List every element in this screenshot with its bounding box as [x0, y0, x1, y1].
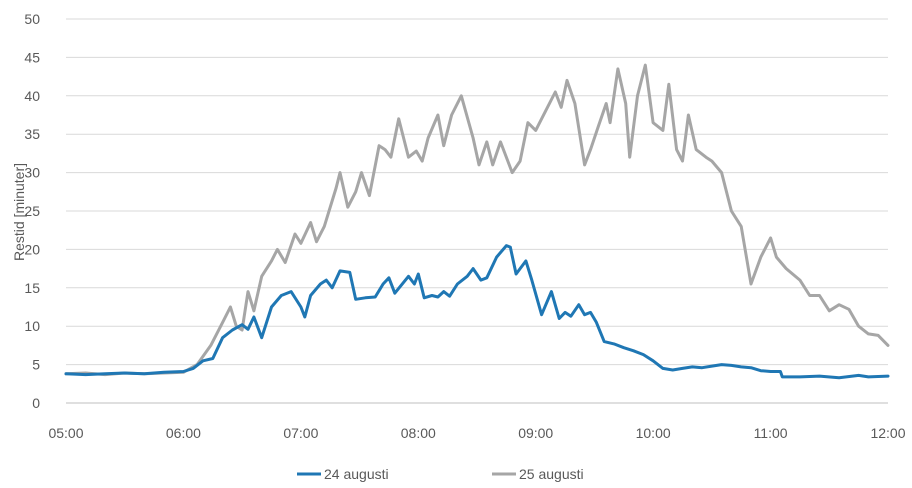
y-tick-label: 30 — [24, 165, 40, 181]
y-axis-label: Restid [minuter] — [11, 163, 27, 261]
x-tick-label: 10:00 — [636, 425, 671, 441]
legend: 24 augusti 25 augusti — [297, 466, 584, 482]
y-tick-label: 10 — [24, 318, 40, 334]
y-tick-label: 35 — [24, 126, 40, 142]
x-tick-label: 12:00 — [870, 425, 905, 441]
y-tick-label: 50 — [24, 11, 40, 27]
x-tick-label: 06:00 — [166, 425, 201, 441]
y-tick-label: 20 — [24, 241, 40, 257]
gridlines — [66, 18, 888, 404]
y-tick-label: 40 — [24, 88, 40, 104]
x-tick-label: 09:00 — [518, 425, 553, 441]
y-tick-label: 5 — [32, 357, 40, 373]
y-tick-label: 25 — [24, 203, 40, 219]
x-tick-label: 07:00 — [283, 425, 318, 441]
y-tick-label: 45 — [24, 49, 40, 65]
legend-label: 25 augusti — [519, 466, 584, 482]
series-line — [64, 63, 890, 377]
series-lines — [64, 63, 890, 380]
x-tick-label: 08:00 — [401, 425, 436, 441]
legend-label: 24 augusti — [324, 466, 389, 482]
y-tick-label: 15 — [24, 280, 40, 296]
y-tick-label: 0 — [32, 395, 40, 411]
x-tick-label: 11:00 — [754, 425, 788, 441]
y-axis-ticks: 0 5 10 15 20 25 30 35 40 45 50 — [24, 11, 40, 411]
x-axis-ticks: 05:00 06:00 07:00 08:00 09:00 10:00 11:00 12:00 — [48, 425, 905, 441]
series-line — [64, 244, 890, 380]
x-tick-label: 05:00 — [48, 425, 83, 441]
